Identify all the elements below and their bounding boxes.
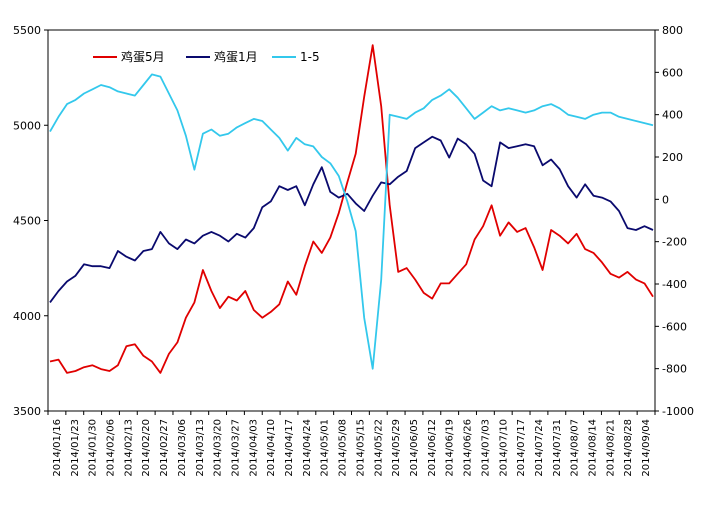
x-tick-label: 2014/08/28 bbox=[623, 419, 634, 477]
y-right-tick-label: 0 bbox=[662, 193, 669, 206]
y-left-tick-label: 5500 bbox=[13, 24, 41, 37]
x-axis: 2014/01/16 2014/01/23 2014/01/30 2014/02/06… bbox=[47, 411, 656, 477]
x-tick-label: 2014/04/03 bbox=[248, 419, 259, 477]
y-right-tick-label: 200 bbox=[662, 151, 683, 164]
series-line-2 bbox=[49, 73, 654, 370]
legend-label: 1-5 bbox=[300, 50, 320, 64]
legend-label: 鸡蛋1月 bbox=[214, 49, 258, 64]
y-left-tick-label: 4500 bbox=[13, 215, 41, 228]
x-tick-label: 2014/03/20 bbox=[213, 419, 224, 477]
legend: 鸡蛋5月 鸡蛋1月 1-5 bbox=[93, 49, 320, 64]
x-tick-label: 2014/06/12 bbox=[427, 419, 438, 477]
x-tick-label: 2014/03/27 bbox=[230, 419, 241, 477]
x-tick-label: 2014/04/24 bbox=[302, 419, 313, 477]
x-tick-label: 2014/07/10 bbox=[498, 419, 509, 477]
series-line-0 bbox=[49, 44, 654, 374]
x-tick-label: 2014/05/15 bbox=[355, 419, 366, 477]
series-line-1 bbox=[49, 135, 654, 303]
x-tick-label: 2014/08/14 bbox=[588, 419, 599, 477]
x-tick-label: 2014/07/03 bbox=[480, 419, 491, 477]
x-tick-label: 2014/02/06 bbox=[105, 419, 116, 477]
y-right-tick-label: -400 bbox=[662, 278, 687, 291]
x-tick-label: 2014/01/16 bbox=[52, 419, 63, 477]
y-axis-right: -1000 -800 -600 -400 -200 0 200 400 600 800 bbox=[655, 24, 694, 418]
x-tick-label: 2014/05/22 bbox=[373, 419, 384, 477]
x-tick-label: 2014/06/26 bbox=[463, 419, 474, 477]
y-left-tick-label: 3500 bbox=[13, 405, 41, 418]
x-tick-label: 2014/07/31 bbox=[552, 419, 563, 477]
y-left-tick-label: 5000 bbox=[13, 119, 41, 132]
x-tick-label: 2014/01/23 bbox=[70, 419, 81, 477]
x-tick-label: 2014/02/27 bbox=[159, 419, 170, 477]
x-tick-label: 2014/09/04 bbox=[641, 419, 652, 477]
series-lines bbox=[49, 44, 654, 374]
y-right-tick-label: 400 bbox=[662, 109, 683, 122]
x-tick-label: 2014/02/20 bbox=[141, 419, 152, 477]
x-tick-label: 2014/05/01 bbox=[320, 419, 331, 477]
plot-area bbox=[47, 29, 656, 412]
x-tick-label: 2014/08/21 bbox=[605, 419, 616, 477]
legend-label: 鸡蛋5月 bbox=[121, 49, 165, 64]
x-tick-label: 2014/01/30 bbox=[88, 419, 99, 477]
y-right-tick-label: -800 bbox=[662, 363, 687, 376]
x-tick-label: 2014/02/13 bbox=[123, 419, 134, 477]
y-left-tick-label: 4000 bbox=[13, 310, 41, 323]
y-right-tick-label: 800 bbox=[662, 24, 683, 37]
y-right-tick-label: -600 bbox=[662, 320, 687, 333]
x-tick-label: 2014/06/05 bbox=[409, 419, 420, 477]
x-tick-label: 2014/05/08 bbox=[338, 419, 349, 477]
x-tick-label: 2014/07/24 bbox=[534, 419, 545, 477]
x-tick-label: 2014/04/17 bbox=[284, 419, 295, 477]
x-tick-label: 2014/03/06 bbox=[177, 419, 188, 477]
x-tick-label: 2014/06/19 bbox=[445, 419, 456, 477]
x-tick-label: 2014/04/10 bbox=[266, 419, 277, 477]
y-right-tick-label: -1000 bbox=[662, 405, 694, 418]
y-axis-left: 3500 4000 4500 5000 5500 bbox=[13, 24, 48, 418]
y-right-tick-label: -200 bbox=[662, 236, 687, 249]
x-tick-label: 2014/05/29 bbox=[391, 419, 402, 477]
x-tick-label: 2014/07/17 bbox=[516, 419, 527, 477]
x-tick-label: 2014/08/07 bbox=[570, 419, 581, 477]
x-tick-label: 2014/03/13 bbox=[195, 419, 206, 477]
y-right-tick-label: 600 bbox=[662, 66, 683, 79]
